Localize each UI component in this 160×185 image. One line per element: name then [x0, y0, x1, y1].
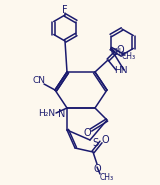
Text: H₂N: H₂N — [38, 108, 56, 117]
Text: O: O — [93, 164, 101, 174]
Text: CH₃: CH₃ — [100, 172, 114, 181]
Text: N: N — [58, 109, 66, 119]
Text: O: O — [116, 45, 124, 55]
Text: CH₃: CH₃ — [111, 48, 125, 57]
Text: CH₃: CH₃ — [122, 51, 136, 60]
Text: O: O — [83, 128, 91, 138]
Text: S: S — [92, 138, 98, 148]
Text: HN: HN — [114, 65, 128, 75]
Text: CN: CN — [32, 75, 45, 85]
Text: O: O — [101, 135, 109, 145]
Text: F: F — [62, 5, 68, 15]
